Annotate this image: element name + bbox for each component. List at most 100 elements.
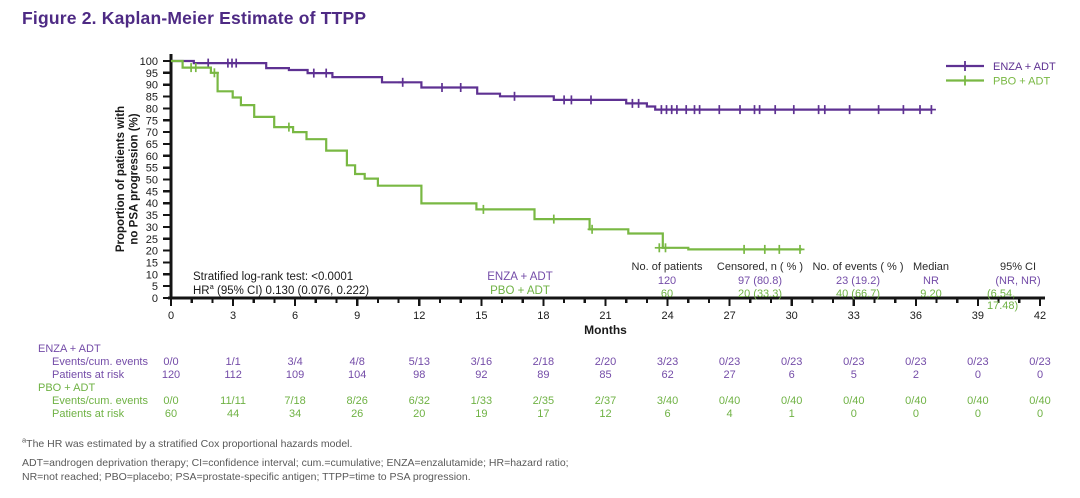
- summary-value-enza-0: 120: [657, 274, 677, 287]
- risk-value-enza-events-36: 0/23: [905, 356, 927, 368]
- risk-value-enza-events-42: 0/23: [1029, 356, 1051, 368]
- hr-value: (95% CI) 0.130 (0.076, 0.222): [213, 285, 370, 297]
- y-tick-label: 95: [146, 68, 158, 80]
- y-tick-label: 5: [152, 281, 158, 293]
- summary-value-pbo-0: 60: [660, 288, 674, 300]
- risk-value-enza-atrisk-30: 6: [788, 369, 795, 381]
- x-tick-label: 36: [910, 310, 922, 322]
- y-tick-label: 10: [146, 269, 158, 281]
- y-axis-title: Proportion of patients with no PSA progre…: [115, 106, 141, 252]
- risk-value-enza-atrisk-3: 112: [224, 369, 242, 381]
- risk-value-enza-atrisk-39: 0: [974, 369, 981, 381]
- y-tick-label: 85: [146, 92, 158, 104]
- summary-value-pbo-4: (6.54, 17.48): [987, 288, 1019, 312]
- risk-value-enza-atrisk-6: 109: [285, 369, 305, 381]
- y-tick-label: 20: [146, 246, 158, 258]
- x-tick-label: 42: [1034, 310, 1046, 322]
- risk-value-enza-events-21: 2/20: [594, 356, 617, 368]
- risk-value-pbo-events-0: 0/0: [163, 395, 179, 407]
- risk-value-enza-atrisk-12: 98: [413, 369, 426, 381]
- risk-value-enza-events-27: 0/23: [718, 356, 741, 368]
- risk-value-pbo-atrisk-12: 20: [413, 408, 426, 420]
- x-tick-label: 27: [723, 310, 735, 322]
- risk-value-pbo-atrisk-0: 60: [164, 408, 178, 420]
- x-tick-label: 0: [168, 310, 174, 322]
- summary-value-enza-1: 97 (80.8): [737, 274, 783, 287]
- risk-value-enza-atrisk-27: 27: [723, 369, 736, 381]
- y-tick-label: 45: [146, 186, 158, 198]
- summary-row-label-enza: ENZA + ADT: [487, 271, 553, 283]
- risk-value-enza-atrisk-36: 2: [912, 369, 919, 381]
- risk-value-pbo-events-33: 0/40: [843, 395, 865, 407]
- y-tick-label: 25: [146, 234, 158, 246]
- risk-value-pbo-events-9: 8/26: [346, 395, 368, 407]
- y-tick-label: 75: [146, 115, 158, 127]
- risk-value-pbo-atrisk-33: 0: [850, 408, 857, 420]
- risk-row-label-pbo-atrisk: Patients at risk: [52, 408, 125, 420]
- risk-value-pbo-events-39: 0/40: [967, 395, 989, 407]
- x-tick-label: 9: [354, 310, 360, 322]
- stat-hazard-ratio: HRa (95% CI) 0.130 (0.076, 0.222): [193, 282, 370, 297]
- pbo-curve: [171, 59, 803, 251]
- risk-value-pbo-events-6: 7/18: [284, 395, 306, 407]
- x-tick-label: 15: [475, 310, 487, 322]
- y-tick-label: 60: [146, 151, 158, 163]
- y-tick-label: 30: [146, 222, 158, 234]
- risk-value-enza-events-6: 3/4: [287, 356, 303, 368]
- x-tick-label: 24: [661, 310, 673, 322]
- stat-logrank: Stratified log-rank test: <0.0001: [193, 271, 354, 283]
- summary-header-3: Median: [912, 261, 950, 273]
- y-tick-label: 0: [152, 293, 158, 305]
- risk-value-enza-events-18: 2/18: [532, 356, 555, 368]
- enza-curve: [171, 59, 933, 111]
- y-tick-label: 80: [146, 103, 158, 115]
- risk-value-pbo-atrisk-30: 1: [788, 408, 795, 420]
- risk-value-pbo-atrisk-6: 34: [288, 408, 302, 420]
- risk-value-enza-events-9: 4/8: [349, 356, 365, 368]
- risk-value-pbo-atrisk-18: 17: [537, 408, 550, 420]
- risk-value-enza-events-3: 1/1: [225, 356, 241, 368]
- x-tick-label: 6: [292, 310, 298, 322]
- y-tick-label: 65: [146, 139, 158, 151]
- legend-label-pbo: PBO + ADT: [993, 76, 1050, 88]
- risk-value-enza-events-33: 0/23: [843, 356, 865, 368]
- risk-value-pbo-atrisk-27: 4: [726, 408, 733, 420]
- risk-value-enza-events-0: 0/0: [163, 356, 179, 368]
- summary-value-pbo-3: 9.20: [920, 288, 942, 300]
- summary-header-1: Censored, n ( % ): [716, 261, 804, 273]
- footnote-marker: a: [22, 435, 27, 445]
- risk-group-label-pbo: PBO + ADT: [38, 382, 96, 394]
- risk-value-pbo-events-24: 3/40: [656, 395, 679, 407]
- y-tick-label: 90: [146, 80, 158, 92]
- summary-value-enza-3: NR: [923, 274, 939, 287]
- x-axis-title: Months: [584, 323, 627, 337]
- risk-value-pbo-atrisk-21: 12: [599, 408, 612, 420]
- risk-value-pbo-events-12: 6/32: [408, 395, 431, 407]
- pbo-censor-marks: [186, 63, 805, 254]
- footnote-abbrev-1: ADT=androgen deprivation therapy; CI=con…: [22, 457, 569, 469]
- summary-value-pbo-1: 20 (33.3): [737, 288, 783, 300]
- enza-censor-marks: [203, 58, 936, 115]
- risk-value-pbo-events-21: 2/37: [594, 395, 617, 407]
- risk-value-pbo-events-18: 2/35: [532, 395, 555, 407]
- risk-value-pbo-atrisk-3: 44: [226, 408, 240, 420]
- y-tick-label: 100: [140, 56, 158, 68]
- risk-group-label-enza: ENZA + ADT: [38, 343, 101, 355]
- risk-value-enza-events-39: 0/23: [967, 356, 989, 368]
- risk-row-label-enza-atrisk: Patients at risk: [52, 369, 125, 381]
- y-tick-label: 15: [146, 257, 158, 269]
- risk-row-label-pbo-events: Events/cum. events: [52, 395, 148, 407]
- summary-row-label-pbo: PBO + ADT: [490, 285, 550, 297]
- x-tick-label: 21: [599, 310, 611, 322]
- risk-value-enza-atrisk-0: 120: [161, 369, 181, 381]
- figure-title: Figure 2. Kaplan-Meier Estimate of TTPP: [22, 8, 367, 28]
- summary-header-4: 95% CI: [999, 261, 1037, 273]
- risk-value-pbo-events-15: 1/33: [470, 395, 493, 407]
- risk-value-pbo-atrisk-42: 0: [1036, 408, 1044, 420]
- risk-value-enza-atrisk-21: 85: [599, 369, 612, 381]
- hr-footnote-marker: a: [209, 282, 214, 292]
- summary-value-pbo-2: 40 (66.7): [835, 288, 881, 300]
- hr-text: HR: [193, 285, 210, 297]
- summary-value-enza-4: (NR, NR): [995, 274, 1041, 287]
